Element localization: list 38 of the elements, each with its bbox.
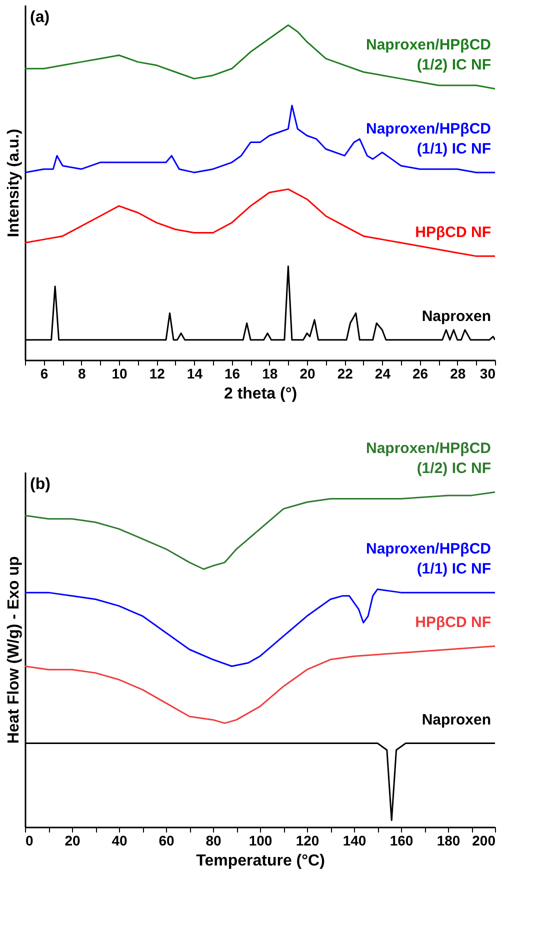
series-label: Naproxen/HPβCD (1/1) IC NF	[366, 120, 492, 158]
x-tick-label: 200	[472, 832, 496, 848]
x-tick-label: 24	[374, 366, 391, 382]
x-tick-label: 20	[300, 366, 316, 382]
x-tick-label: 8	[78, 366, 86, 382]
x-tick-label: 14	[186, 366, 203, 382]
x-tick-label: 18	[262, 366, 278, 382]
x-tick-label: 180	[436, 832, 460, 848]
x-axis-title: Temperature (°C)	[196, 852, 325, 870]
x-tick-label: 140	[342, 832, 366, 848]
x-tick-label: 160	[390, 832, 414, 848]
x-tick-label: 100	[248, 832, 272, 848]
x-tick-label: 20	[64, 832, 80, 848]
series-label: Naproxen	[422, 308, 491, 325]
x-tick-label: 0	[26, 832, 34, 848]
x-axis-title: 2 theta (°)	[224, 386, 298, 402]
x-tick-label: 22	[337, 366, 354, 382]
x-tick-label: 120	[296, 832, 320, 848]
x-tick-label: 26	[412, 366, 428, 382]
x-tick-label: 30	[480, 366, 496, 382]
x-tick-label: 6	[40, 366, 48, 382]
x-tick-label: 10	[112, 366, 128, 382]
x-tick-label: 12	[149, 366, 166, 382]
series-label: HPβCD NF	[415, 614, 491, 632]
series-label: Naproxen	[422, 711, 491, 728]
series-label: Naproxen/HPβCD (1/2) IC NF	[366, 440, 492, 478]
y-axis-title: Intensity (a.u.)	[6, 128, 22, 238]
series-label: Naproxen/HPβCD (1/2) IC NF	[366, 36, 492, 74]
x-tick-label: 60	[158, 832, 174, 848]
chart-title: (b)	[30, 476, 50, 493]
x-tick-label: 28	[450, 366, 466, 382]
series-label: Naproxen/HPβCD (1/1) IC NF	[366, 540, 492, 578]
x-tick-label: 16	[224, 366, 240, 382]
series-label: HPβCD NF	[415, 224, 491, 242]
x-tick-label: 40	[112, 832, 128, 848]
y-axis-title: Heat Flow (W/g) - Exo up	[6, 556, 22, 744]
x-tick-label: 80	[206, 832, 222, 848]
chart-title: (a)	[30, 9, 50, 26]
